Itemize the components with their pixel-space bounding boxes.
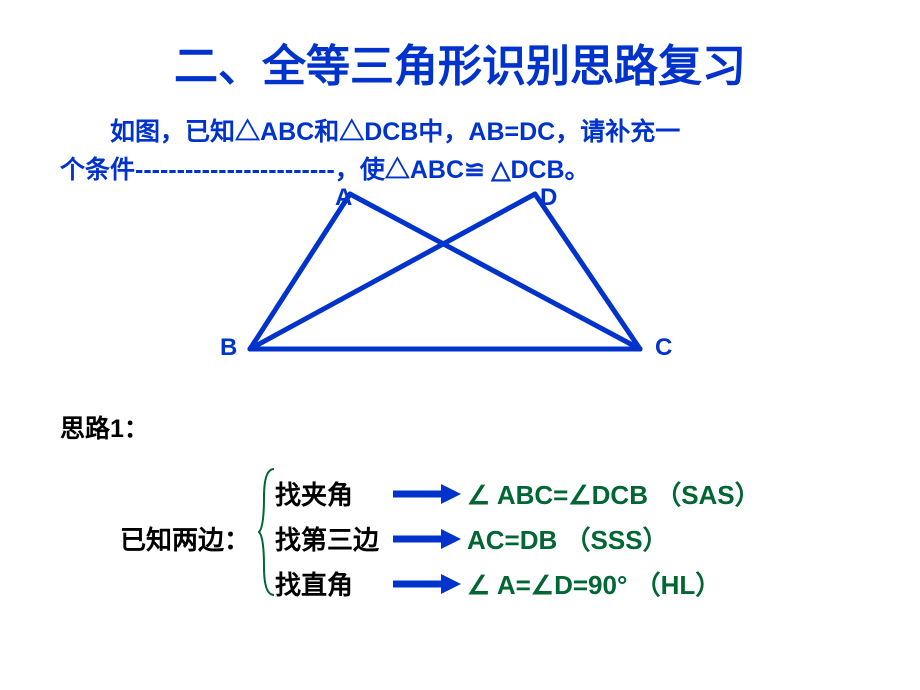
result-text: ∠ ABC=∠DCB （SAS） — [467, 475, 761, 512]
t: 。 — [565, 157, 590, 184]
find-text: 找直角 — [275, 565, 385, 602]
t: ABC — [410, 156, 464, 184]
case-row: 找夹角 ∠ ABC=∠DCB （SAS） — [275, 475, 761, 512]
vertex-label-a: A — [335, 184, 352, 212]
case-row: 找直角 ∠ A=∠D=90° （HL） — [275, 565, 721, 602]
problem-statement: 如图，已知△ABC和△DCB中，AB=DC，请补充一 个条件----------… — [0, 94, 920, 189]
problem-line-2: 个条件------------------------，使△ABC≌ △DCB。 — [60, 152, 880, 190]
t: ，使△ — [335, 157, 410, 184]
t: DCB — [364, 118, 418, 146]
page-title: 二、全等三角形识别思路复习 — [0, 0, 920, 94]
cases-block: 已知两边： 找夹角 ∠ ABC=∠DCB （SAS） 找第三边 AC=DB （SSS）… — [0, 475, 920, 625]
title-text: 二、全等三角形识别思路复习 — [174, 42, 746, 91]
t: ABC — [260, 118, 314, 146]
problem-line-1: 如图，已知△ABC和△DCB中，AB=DC，请补充一 — [60, 114, 880, 152]
result-text: AC=DB （SSS） — [467, 520, 669, 557]
t: DCB — [510, 156, 564, 184]
t: ≌ △ — [464, 157, 510, 184]
arrow-icon — [391, 527, 461, 551]
vertex-label-c: C — [655, 334, 672, 362]
t: ： — [124, 416, 149, 443]
arrow-icon — [391, 572, 461, 596]
case-row: 找第三边 AC=DB （SSS） — [275, 520, 669, 557]
triangle-svg — [210, 189, 710, 389]
find-text: 找第三边 — [275, 520, 385, 557]
t: 1 — [110, 415, 124, 443]
t: 中， — [418, 119, 468, 146]
triangle-diagram: A D B C — [210, 189, 710, 389]
t: 个条件 — [60, 157, 135, 184]
t: 如图，已知△ — [110, 119, 260, 146]
t: ，请补充一 — [555, 119, 680, 146]
find-text: 找夹角 — [275, 475, 385, 512]
thinking-label: 思路1： — [0, 409, 920, 445]
arrow-icon — [391, 482, 461, 506]
vertex-label-b: B — [220, 334, 237, 362]
vertex-label-d: D — [540, 184, 557, 212]
t: AB=DC — [468, 118, 555, 146]
result-text: ∠ A=∠D=90° （HL） — [467, 565, 721, 602]
t: 和△ — [314, 119, 364, 146]
brace-icon — [258, 467, 276, 597]
lead-text: 已知两边： — [120, 520, 250, 557]
t: 思路 — [60, 416, 110, 443]
t: ------------------------ — [135, 156, 335, 184]
